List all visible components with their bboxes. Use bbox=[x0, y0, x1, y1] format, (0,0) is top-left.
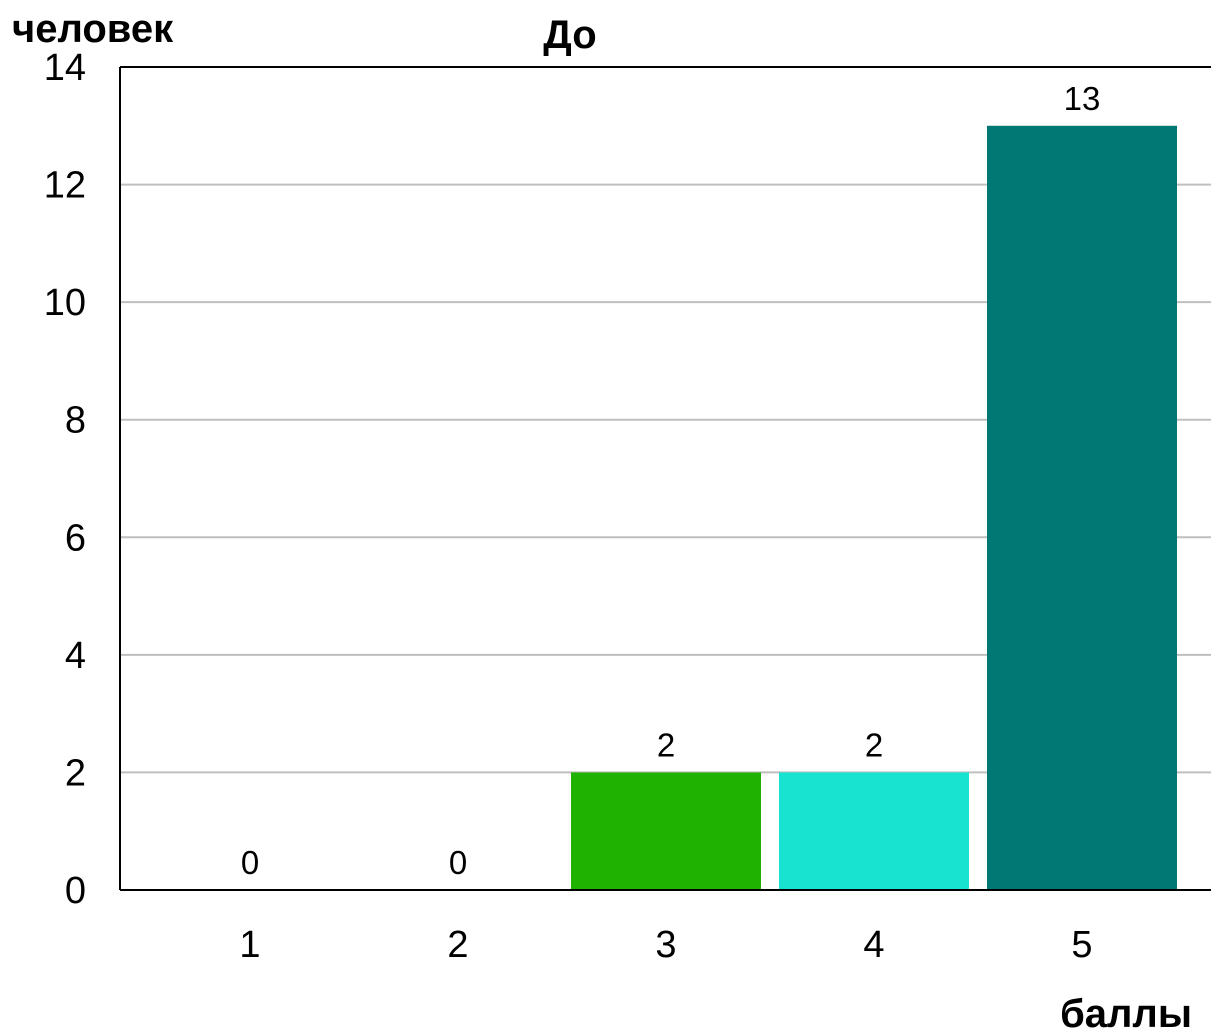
x-axis-label: баллы bbox=[1060, 992, 1192, 1033]
bars bbox=[571, 125, 1177, 891]
x-tick-label: 2 bbox=[447, 924, 468, 966]
data-label: 0 bbox=[449, 844, 467, 881]
x-tick-label: 4 bbox=[863, 924, 884, 966]
y-tick-labels: 0 2 4 6 8 10 12 14 bbox=[44, 47, 86, 912]
y-tick-label: 10 bbox=[44, 282, 86, 324]
x-tick-labels: 1 2 3 4 5 bbox=[239, 924, 1092, 966]
bar-5 bbox=[987, 125, 1177, 891]
data-label: 2 bbox=[865, 726, 883, 763]
y-tick-label: 8 bbox=[65, 400, 86, 442]
x-tick-label: 1 bbox=[239, 924, 260, 966]
bar-4 bbox=[779, 772, 969, 890]
y-tick-label: 12 bbox=[44, 165, 86, 207]
y-axis-label: человек bbox=[12, 7, 174, 51]
x-tick-label: 5 bbox=[1071, 924, 1092, 966]
x-tick-label: 3 bbox=[655, 924, 676, 966]
chart-title: До bbox=[543, 13, 596, 57]
data-labels: 0 0 2 2 13 bbox=[241, 80, 1101, 881]
data-label: 13 bbox=[1064, 80, 1101, 117]
y-tick-label: 0 bbox=[65, 870, 86, 912]
y-tick-label: 6 bbox=[65, 517, 86, 559]
y-tick-label: 2 bbox=[65, 752, 86, 794]
y-tick-label: 14 bbox=[44, 47, 86, 89]
data-label: 2 bbox=[657, 726, 675, 763]
y-tick-label: 4 bbox=[65, 635, 86, 677]
data-label: 0 bbox=[241, 844, 259, 881]
bar-3 bbox=[571, 772, 761, 890]
